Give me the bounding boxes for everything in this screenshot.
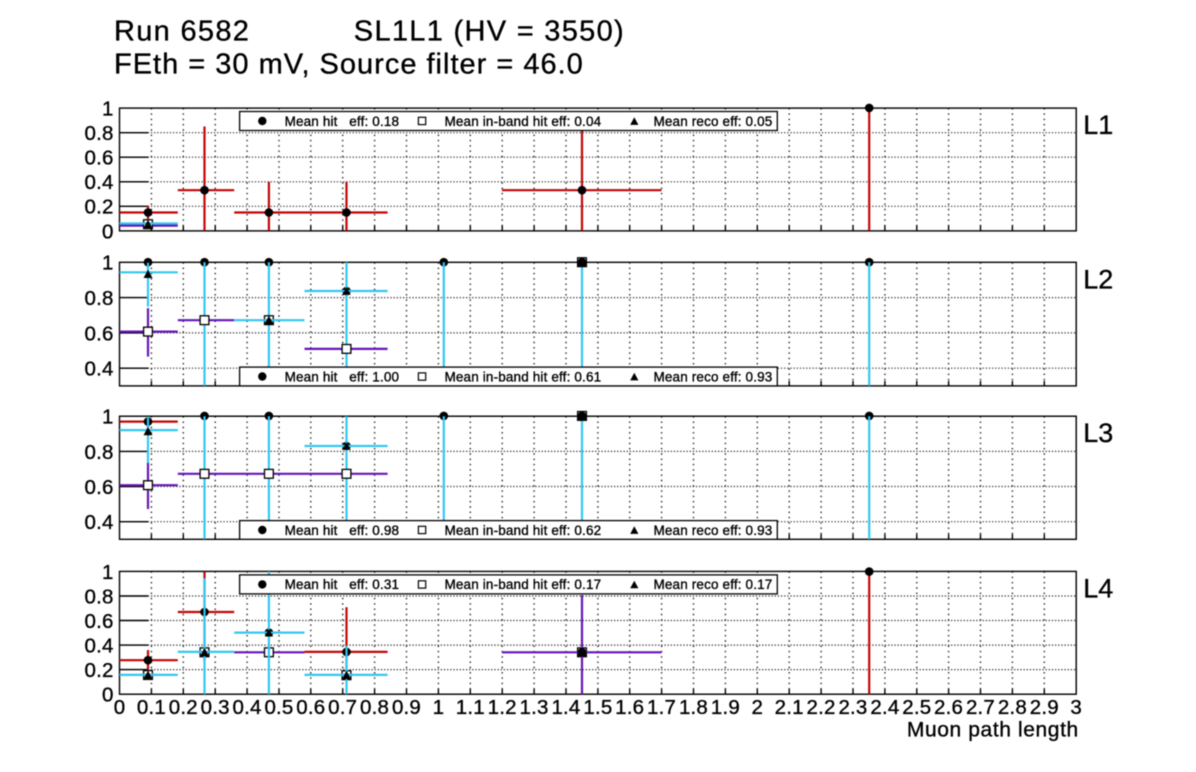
svg-text:L2: L2 (1083, 264, 1113, 294)
svg-text:1.6: 1.6 (615, 696, 644, 719)
svg-text:1: 1 (102, 252, 114, 275)
svg-text:Mean in-band hit eff: 0.17: Mean in-band hit eff: 0.17 (445, 577, 602, 592)
svg-text:1.7: 1.7 (647, 696, 676, 719)
svg-text:0.8: 0.8 (84, 122, 113, 145)
svg-text:0.6: 0.6 (84, 147, 113, 170)
svg-text:Mean reco eff: 0.17: Mean reco eff: 0.17 (654, 577, 773, 592)
svg-text:Muon path length: Muon path length (907, 719, 1079, 742)
svg-text:Mean in-band hit eff: 0.61: Mean in-band hit eff: 0.61 (445, 369, 602, 384)
svg-text:0: 0 (102, 684, 114, 707)
svg-text:L4: L4 (1083, 573, 1113, 603)
svg-text:L3: L3 (1083, 418, 1113, 448)
svg-text:0.9: 0.9 (392, 696, 421, 719)
svg-text:0.4: 0.4 (84, 511, 113, 534)
svg-text:2.3: 2.3 (838, 696, 867, 719)
svg-text:0: 0 (102, 220, 114, 243)
svg-text:1.4: 1.4 (551, 696, 580, 719)
svg-text:2.9: 2.9 (1030, 696, 1059, 719)
svg-text:0.2: 0.2 (169, 696, 198, 719)
svg-text:Mean reco eff: 0.93: Mean reco eff: 0.93 (654, 369, 773, 384)
svg-text:Mean in-band hit eff: 0.62: Mean in-band hit eff: 0.62 (445, 523, 602, 538)
svg-text:1.2: 1.2 (488, 696, 517, 719)
svg-text:0.6: 0.6 (84, 476, 113, 499)
svg-text:0.4: 0.4 (84, 635, 113, 658)
svg-text:Run 6582: Run 6582 (114, 15, 250, 47)
svg-text:1: 1 (102, 98, 114, 121)
svg-text:FEth = 30 mV, Source filter =: FEth = 30 mV, Source filter = 46.0 (114, 49, 584, 81)
svg-text:Mean hit eff: 1.00: Mean hit eff: 1.00 (285, 369, 400, 384)
svg-text:2.2: 2.2 (807, 696, 836, 719)
svg-text:0.1: 0.1 (137, 696, 166, 719)
svg-text:1.9: 1.9 (711, 696, 740, 719)
svg-text:1: 1 (102, 406, 114, 429)
svg-text:0.8: 0.8 (84, 585, 113, 608)
svg-text:SL1L1 (HV = 3550): SL1L1 (HV = 3550) (354, 15, 625, 47)
svg-text:0.7: 0.7 (328, 696, 357, 719)
svg-text:Mean hit eff: 0.31: Mean hit eff: 0.31 (285, 577, 400, 592)
svg-text:Mean reco eff: 0.93: Mean reco eff: 0.93 (654, 523, 773, 538)
svg-text:2.6: 2.6 (934, 696, 963, 719)
svg-text:2.4: 2.4 (870, 696, 899, 719)
svg-text:1.1: 1.1 (456, 696, 485, 719)
svg-text:2.8: 2.8 (998, 696, 1027, 719)
svg-text:Mean hit eff: 0.98: Mean hit eff: 0.98 (285, 523, 400, 538)
svg-text:Mean in-band hit eff: 0.04: Mean in-band hit eff: 0.04 (445, 114, 602, 129)
svg-text:0.4: 0.4 (84, 171, 113, 194)
svg-text:1: 1 (102, 561, 114, 584)
svg-text:1.5: 1.5 (583, 696, 612, 719)
svg-text:2.1: 2.1 (775, 696, 804, 719)
svg-text:Mean reco eff: 0.05: Mean reco eff: 0.05 (654, 114, 773, 129)
svg-text:0.4: 0.4 (233, 696, 262, 719)
svg-text:1: 1 (433, 696, 445, 719)
svg-text:1.3: 1.3 (520, 696, 549, 719)
svg-text:0.6: 0.6 (84, 322, 113, 345)
svg-text:0.5: 0.5 (264, 696, 293, 719)
svg-text:Mean hit eff: 0.18: Mean hit eff: 0.18 (285, 114, 400, 129)
svg-text:0.3: 0.3 (201, 696, 230, 719)
svg-text:2.7: 2.7 (966, 696, 995, 719)
svg-text:0.8: 0.8 (84, 287, 113, 310)
svg-text:0.6: 0.6 (296, 696, 325, 719)
svg-text:0: 0 (114, 696, 126, 719)
svg-text:0.6: 0.6 (84, 610, 113, 633)
svg-text:L1: L1 (1083, 110, 1113, 140)
svg-text:0.2: 0.2 (84, 196, 113, 219)
svg-text:0.2: 0.2 (84, 659, 113, 682)
svg-text:0.4: 0.4 (84, 358, 113, 381)
svg-text:3: 3 (1070, 696, 1082, 719)
svg-text:1.8: 1.8 (679, 696, 708, 719)
svg-text:0.8: 0.8 (84, 441, 113, 464)
svg-text:2: 2 (751, 696, 763, 719)
svg-text:0.8: 0.8 (360, 696, 389, 719)
svg-text:2.5: 2.5 (902, 696, 931, 719)
